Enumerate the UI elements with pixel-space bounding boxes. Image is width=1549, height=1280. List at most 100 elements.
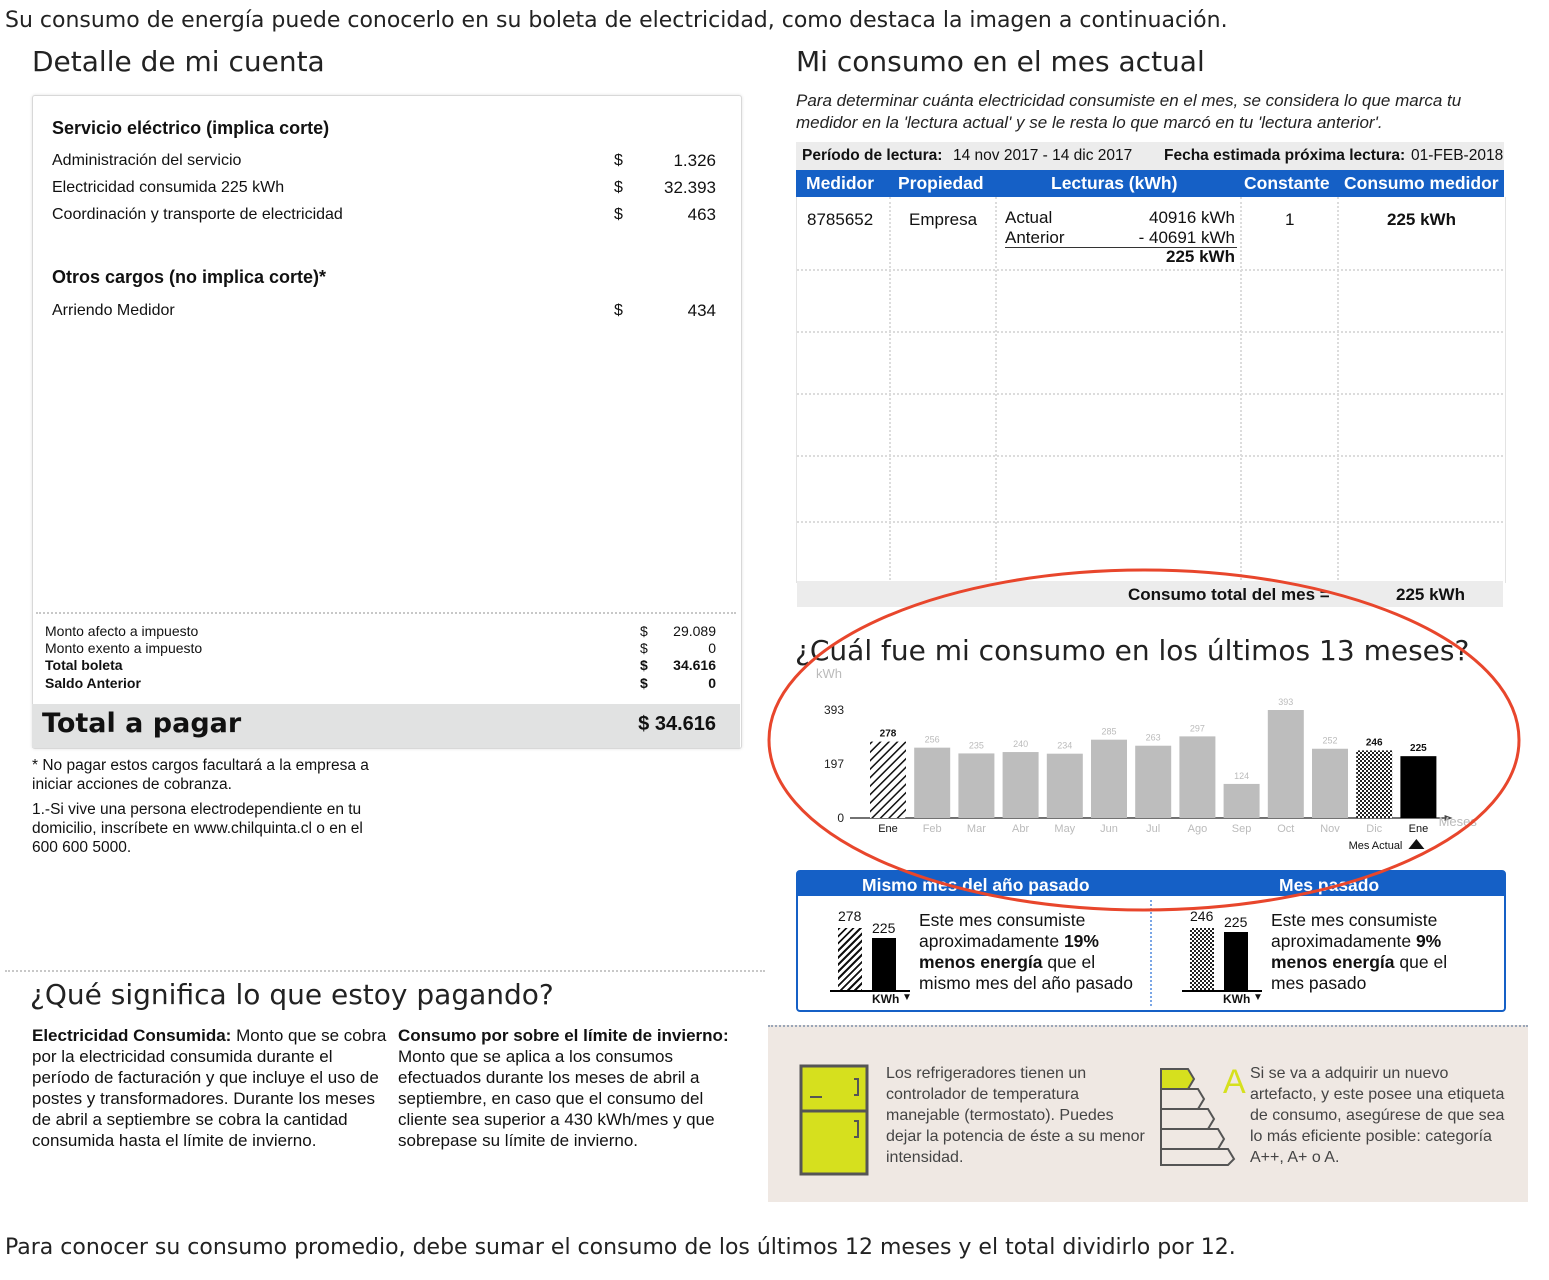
current-month-arrow-icon bbox=[1408, 839, 1425, 849]
summary-label: Monto exento a impuesto bbox=[45, 640, 203, 656]
periodo-bar: Período de lectura: 14 nov 2017 - 14 dic… bbox=[796, 142, 1504, 170]
meaning-electricidad: Electricidad Consumida: Monto que se cob… bbox=[32, 1025, 387, 1151]
x-tick-label: Mar bbox=[967, 823, 986, 835]
compare-right-prev-bar bbox=[1190, 928, 1214, 990]
column-divider bbox=[1240, 197, 1242, 580]
compare-right-t2: que el mes pasado bbox=[1271, 952, 1448, 993]
x-axis-arrow-icon bbox=[1444, 815, 1453, 821]
compare-left-bold: menos energía bbox=[919, 952, 1043, 972]
compare-left-arrow-icon: ▼ bbox=[902, 992, 912, 1003]
actual-value: 40916 kWh bbox=[1149, 208, 1235, 227]
bar-value-label: 278 bbox=[880, 729, 897, 740]
table-header: Medidor Propiedad Lecturas (kWh) Constan… bbox=[796, 170, 1504, 197]
table-body: 8785652 Empresa Actual 40916 kWh Anterio… bbox=[796, 197, 1506, 607]
meaning-invierno-text: Monto que se aplica a los consumos efect… bbox=[398, 1047, 715, 1150]
summary-currency: $ bbox=[640, 640, 648, 656]
meaning-electricidad-text: Monto que se cobra por la electricidad c… bbox=[32, 1026, 387, 1150]
row-divider bbox=[797, 455, 1503, 457]
summary-currency: $ bbox=[640, 623, 648, 639]
comparison-divider bbox=[1150, 900, 1152, 1006]
header-medidor: Medidor bbox=[806, 173, 875, 193]
bar-value-label: 263 bbox=[1146, 733, 1161, 743]
row-divider bbox=[797, 331, 1503, 333]
proxima-label: Fecha estimada próxima lectura: bbox=[1164, 147, 1406, 164]
bar-value-label: 235 bbox=[969, 740, 984, 750]
column-divider bbox=[995, 197, 997, 580]
highlight-ellipse bbox=[767, 568, 1521, 912]
current-month-label: Mes Actual bbox=[1349, 840, 1403, 852]
other-item-currency: $ bbox=[614, 302, 623, 319]
compare-left-t1: Este mes consumiste aproximadamente bbox=[919, 910, 1086, 951]
bar-value-label: 240 bbox=[1013, 739, 1028, 749]
tip-appliance-text: Si se va a adquirir un nuevo artefacto, … bbox=[1250, 1065, 1505, 1166]
x-tick-label: Nov bbox=[1320, 823, 1340, 835]
x-tick-label: Feb bbox=[923, 823, 942, 835]
summary-amount: 34.616 bbox=[673, 657, 716, 673]
x-tick-label: Ene bbox=[1409, 823, 1429, 835]
chart-bar bbox=[870, 741, 906, 818]
service-item-amount: 463 bbox=[687, 205, 716, 224]
x-tick-label: May bbox=[1054, 823, 1075, 835]
column-divider bbox=[889, 197, 891, 580]
chart-bar bbox=[1312, 748, 1348, 818]
other-section-title: Otros cargos (no implica corte)* bbox=[52, 267, 327, 287]
compare-right-t1: Este mes consumiste aproximadamente bbox=[1271, 910, 1438, 951]
account-panel bbox=[32, 95, 742, 749]
meaning-invierno: Consumo por sobre el límite de invierno:… bbox=[398, 1025, 743, 1151]
summary-amount: 0 bbox=[708, 675, 716, 691]
chart-bar bbox=[1267, 710, 1304, 818]
summary-currency: $ bbox=[640, 657, 648, 673]
other-item-amount: 434 bbox=[687, 301, 716, 320]
summary-currency: $ bbox=[640, 675, 648, 691]
periodo-value: 14 nov 2017 - 14 dic 2017 bbox=[953, 147, 1133, 164]
compare-left-t2: que el mismo mes del año pasado bbox=[919, 952, 1133, 993]
section-divider bbox=[5, 970, 765, 972]
service-item-currency: $ bbox=[614, 206, 623, 223]
chart-bar bbox=[1179, 736, 1216, 818]
x-tick-label: Oct bbox=[1277, 823, 1294, 835]
compare-left-prev-bar bbox=[838, 928, 862, 990]
summary-label: Monto afecto a impuesto bbox=[45, 623, 199, 639]
tip-fridge-text: Los refrigeradores tienen un controlador… bbox=[886, 1065, 1145, 1166]
compare-left-title: Mismo mes del año pasado bbox=[862, 875, 1090, 895]
compare-left-unit: KWh bbox=[872, 992, 900, 1006]
periodo-label: Período de lectura: bbox=[802, 147, 943, 164]
consumo-total-label: Consumo total del mes = bbox=[1128, 585, 1330, 604]
summary-label: Total boleta bbox=[45, 657, 123, 673]
total-value: $ 34.616 bbox=[638, 713, 716, 735]
chart-bar bbox=[1356, 750, 1393, 818]
compare-right-prev: 246 bbox=[1190, 908, 1214, 924]
note-electrodependiente: 1.-Si vive una persona electrodependient… bbox=[32, 801, 363, 856]
compare-left-pct: 19% bbox=[1063, 931, 1099, 951]
tips-box: Los refrigeradores tienen un controlador… bbox=[768, 1025, 1528, 1202]
chart-bar bbox=[914, 747, 951, 818]
compare-right-text: Este mes consumiste aproximadamente 9% m… bbox=[1271, 910, 1471, 994]
compare-left-prev: 278 bbox=[838, 908, 862, 924]
anterior-label: Anterior bbox=[1005, 228, 1065, 247]
row-divider bbox=[797, 521, 1503, 523]
x-tick-label: Ago bbox=[1188, 823, 1208, 835]
chart-title: ¿Cuál fue mi consumo en los últimos 13 m… bbox=[795, 634, 1470, 667]
account-title: Detalle de mi cuenta bbox=[32, 45, 325, 78]
bar-value-label: 393 bbox=[1278, 697, 1293, 707]
summary-amount: 29.089 bbox=[673, 623, 716, 639]
outro-text: Para conocer su consumo promedio, debe s… bbox=[5, 1235, 1236, 1260]
header-lecturas: Lecturas (kWh) bbox=[1051, 173, 1178, 193]
summary-amount: 0 bbox=[708, 640, 716, 656]
consumo-description: Para determinar cuánta electricidad cons… bbox=[796, 91, 1462, 132]
y-tick-label: 0 bbox=[837, 811, 844, 825]
x-tick-label: Abr bbox=[1012, 823, 1029, 835]
other-item-label: Arriendo Medidor bbox=[52, 302, 175, 319]
y-axis-label: kWh bbox=[816, 666, 842, 681]
row-divider bbox=[797, 393, 1503, 395]
bar-value-label: 225 bbox=[1410, 743, 1427, 754]
service-item-currency: $ bbox=[614, 179, 623, 196]
actual-label: Actual bbox=[1005, 208, 1053, 227]
service-item-amount: 32.393 bbox=[664, 178, 716, 197]
diff-value: 225 kWh bbox=[1166, 247, 1235, 266]
compare-right-arrow-icon: ▼ bbox=[1253, 992, 1263, 1003]
consumo-title: Mi consumo en el mes actual bbox=[796, 45, 1205, 78]
fridge-icon bbox=[799, 1064, 869, 1176]
x-tick-label: Sep bbox=[1232, 823, 1252, 835]
